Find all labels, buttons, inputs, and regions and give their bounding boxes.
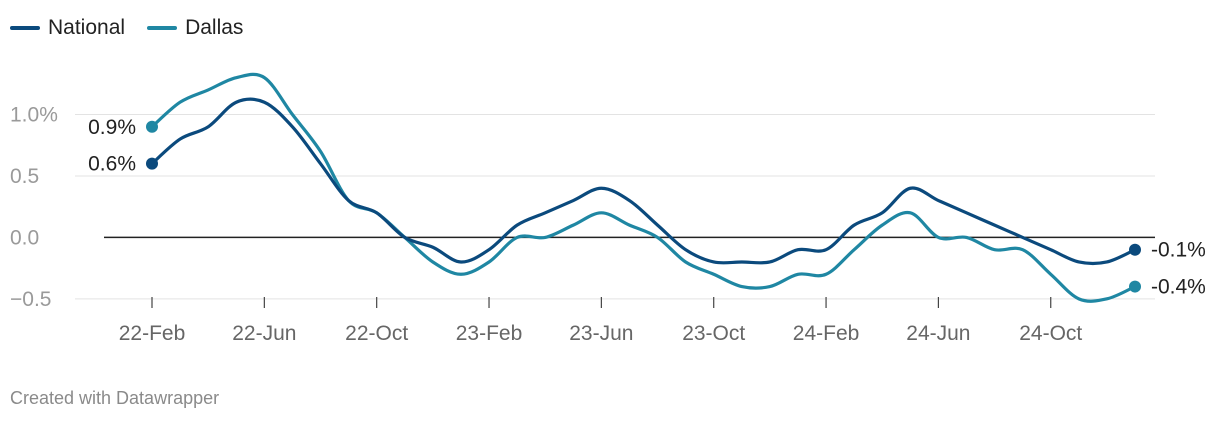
x-tick-label: 22-Oct <box>345 322 408 345</box>
x-tick-label: 24-Jun <box>906 322 970 345</box>
y-tick-label: −0.5 <box>10 288 51 311</box>
legend-item-national: National <box>10 16 125 40</box>
start-point-dallas <box>146 120 158 133</box>
chart-legend: National Dallas <box>10 16 243 40</box>
start-label-national: 0.6% <box>88 153 136 176</box>
x-tick-label: 23-Feb <box>456 322 523 345</box>
x-tick-label: 23-Jun <box>569 322 633 345</box>
legend-swatch-dallas <box>147 26 178 30</box>
y-tick-label: 0.0 <box>10 226 39 249</box>
end-label-dallas: -0.4% <box>1151 276 1206 299</box>
series-line-national <box>150 97 1137 266</box>
y-tick-label: 0.5 <box>10 165 39 188</box>
legend-item-dallas: Dallas <box>147 16 243 40</box>
footer-credit: Created with Datawrapper <box>10 388 220 408</box>
start-point-national <box>146 157 158 170</box>
x-tick-label: 23-Oct <box>682 322 745 345</box>
x-tick-label: 24-Oct <box>1019 322 1082 345</box>
x-tick-label: 22-Feb <box>119 322 186 345</box>
legend-swatch-national <box>10 26 40 30</box>
end-point-national <box>1129 243 1141 256</box>
legend-label-dallas: Dallas <box>185 16 244 39</box>
legend-label-national: National <box>48 16 126 39</box>
start-label-dallas: 0.9% <box>88 116 136 139</box>
y-tick-label: 1.0% <box>10 104 58 127</box>
x-tick-label: 24-Feb <box>793 322 860 345</box>
end-label-national: -0.1% <box>1151 239 1206 262</box>
end-point-dallas <box>1129 280 1141 293</box>
series-line-dallas <box>150 72 1137 303</box>
x-tick-label: 22-Jun <box>232 322 296 345</box>
